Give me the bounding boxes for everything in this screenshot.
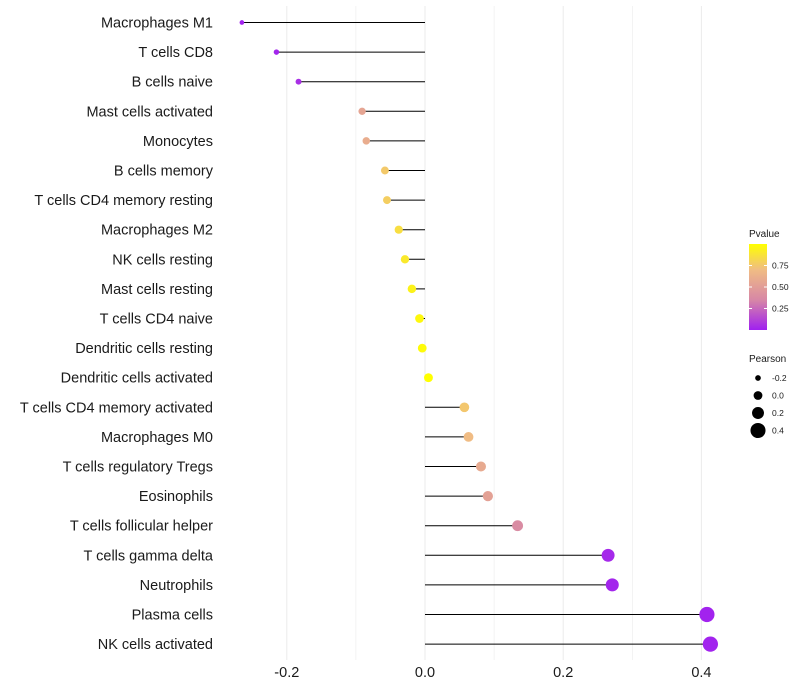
lollipop-dot (605, 578, 619, 592)
x-axis-tick-label: 0.4 (691, 665, 711, 681)
lollipop-dot (358, 107, 366, 115)
y-axis-label: Macrophages M2 (101, 223, 213, 239)
y-axis-label: Plasma cells (132, 608, 213, 624)
y-axis-label: T cells CD4 memory activated (20, 400, 213, 416)
lollipop-dot (407, 284, 417, 294)
lollipop-dot (394, 225, 403, 234)
pvalue-legend: Pvalue 0.75 0.50 0.25 (749, 229, 789, 330)
lollipop-dot (475, 461, 487, 472)
size-legend-dot (752, 407, 764, 419)
y-axis-label: Dendritic cells resting (75, 341, 213, 357)
y-axis-label: Dendritic cells activated (61, 371, 213, 387)
y-axis-label: T cells CD8 (138, 45, 213, 61)
y-axis-label: T cells regulatory Tregs (63, 460, 213, 476)
x-axis-tick-label: 0.2 (553, 665, 573, 681)
y-axis-label: Monocytes (143, 134, 213, 150)
lollipop-dot (601, 548, 615, 562)
size-legend-label: 0.0 (772, 391, 784, 401)
lollipop-dot (512, 520, 524, 532)
y-axis-label: Mast cells resting (101, 282, 213, 298)
lollipop-dot (699, 606, 715, 623)
y-axis-label: T cells CD4 memory resting (34, 193, 213, 209)
colorbar-tick-label: 0.50 (772, 282, 789, 292)
y-axis-label: T cells follicular helper (70, 519, 213, 535)
pearson-legend: Pearson -0.2 0.0 0.2 0.4 (749, 354, 787, 439)
y-axis-label: NK cells activated (98, 637, 213, 653)
size-legend-label: -0.2 (772, 373, 787, 383)
lollipop-dot (383, 196, 391, 205)
x-axis-tick-label: -0.2 (274, 665, 299, 681)
y-axis-label: Eosinophils (139, 489, 213, 505)
lollipop-dot (273, 49, 280, 55)
lollipop-dot (702, 636, 719, 652)
pvalue-legend-title: Pvalue (749, 229, 780, 240)
y-axis-label: Macrophages M0 (101, 430, 213, 446)
y-axis-label: Neutrophils (140, 578, 213, 594)
pvalue-colorbar (749, 244, 767, 330)
y-axis-label: B cells memory (114, 164, 214, 180)
lollipop-dot (424, 373, 433, 383)
size-legend-dot (755, 375, 761, 381)
lollipop-dot (400, 255, 410, 264)
lollipop-dot (362, 137, 371, 145)
lollipop-dot (239, 20, 245, 25)
lollipop-dot (459, 402, 470, 413)
lollipop-dot (463, 432, 474, 442)
size-legend-dot (750, 422, 766, 439)
y-axis-label: NK cells resting (112, 252, 213, 268)
y-axis-label: Mast cells activated (86, 104, 213, 120)
colorbar-tick-label: 0.25 (772, 304, 789, 314)
y-axis-label: B cells naive (132, 75, 213, 91)
lollipop-dot (380, 166, 389, 175)
x-axis-labels: -0.2 0.0 0.2 0.4 (274, 665, 711, 681)
y-axis-labels: Macrophages M1 T cells CD8 B cells naive Ma… (20, 16, 214, 654)
lollipop-dot (482, 490, 493, 502)
y-axis-label: T cells CD4 naive (100, 312, 213, 328)
y-axis-label: T cells gamma delta (84, 548, 214, 564)
size-legend-label: 0.4 (772, 426, 784, 436)
lollipop-dot (295, 78, 302, 85)
y-axis-label: Macrophages M1 (101, 16, 213, 32)
lollipop-stems (241, 22, 711, 645)
lollipop-dot (415, 314, 424, 323)
size-legend-dot (753, 391, 763, 400)
grid-lines (286, 6, 702, 660)
lollipop-dot (417, 343, 427, 353)
x-axis-tick-label: 0.0 (415, 665, 435, 681)
size-legend-label: 0.2 (772, 408, 784, 418)
lollipop-dots (239, 20, 719, 652)
colorbar-tick-label: 0.75 (772, 261, 789, 271)
pearson-legend-title: Pearson (749, 354, 786, 365)
